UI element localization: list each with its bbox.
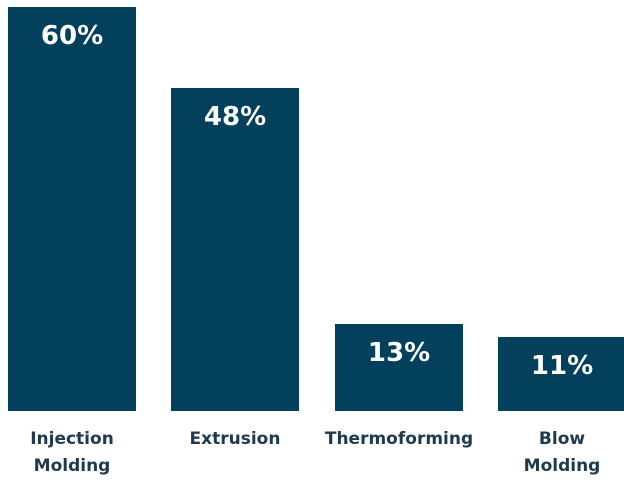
x-tick-label: Extrusion [189, 429, 281, 449]
bar [171, 87, 299, 411]
bar [335, 323, 463, 411]
value-label: 13% [367, 337, 431, 368]
bar [8, 7, 136, 411]
x-tick-label: Blow Molding [523, 429, 601, 476]
bar [498, 336, 624, 411]
x-tick-label: Thermoforming [324, 429, 474, 449]
value-label: 60% [40, 21, 104, 52]
value-label: 48% [203, 101, 267, 132]
value-label: 11% [530, 350, 594, 381]
x-tick-label: Injection Molding [30, 429, 114, 476]
